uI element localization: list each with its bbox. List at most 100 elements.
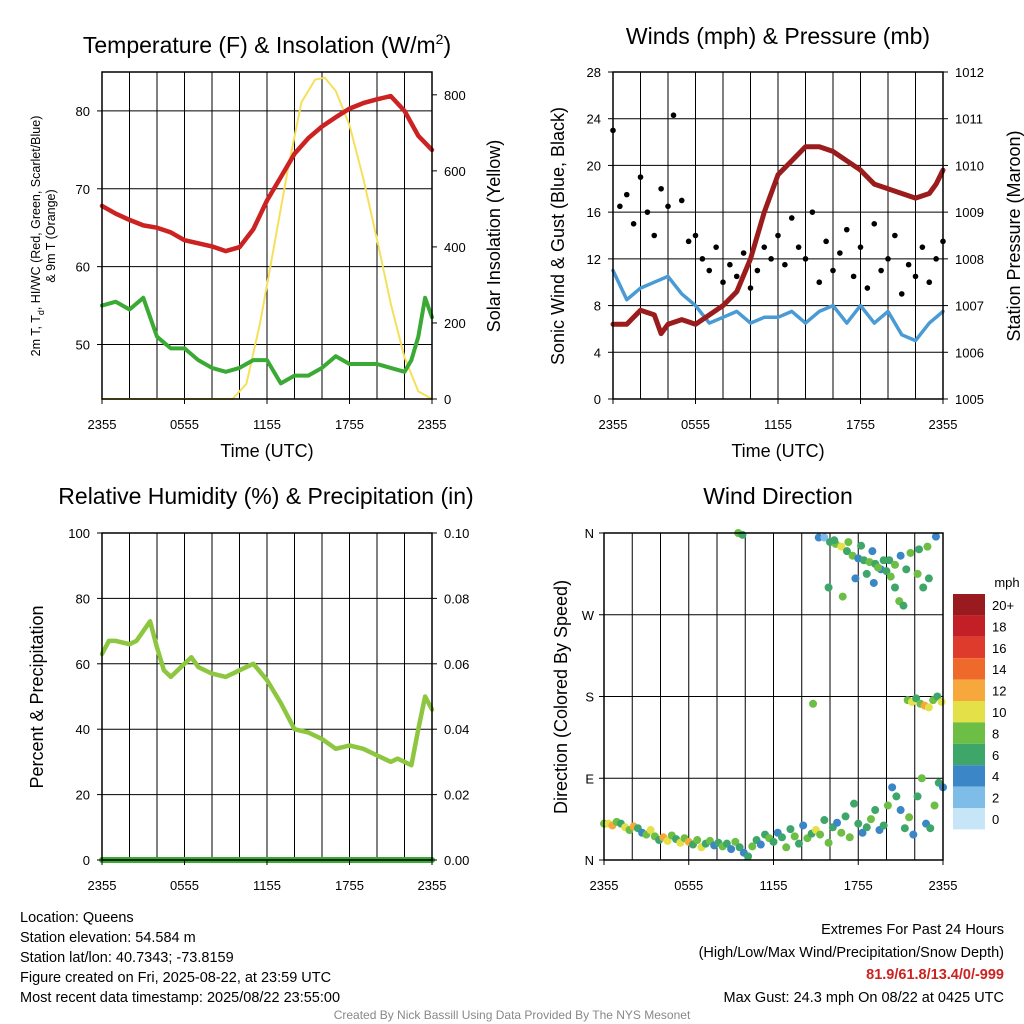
- direction-point: [816, 830, 825, 839]
- direction-point: [930, 801, 939, 810]
- gust-point: [926, 279, 933, 286]
- direction-point: [854, 819, 863, 828]
- direction-point: [850, 799, 859, 808]
- direction-point: [820, 816, 829, 825]
- direction-point: [858, 828, 867, 837]
- legend-swatch: [953, 743, 985, 766]
- temp-xtick-label: 1755: [335, 417, 364, 432]
- gust-point: [665, 203, 671, 210]
- gust-point: [912, 273, 919, 280]
- gust-point: [692, 232, 699, 239]
- direction-point: [790, 832, 799, 841]
- dir-ticks: 2355 0555 1155 1755 2355 N E S W N: [582, 526, 958, 893]
- gust-point: [637, 174, 644, 180]
- gust-point: [733, 273, 740, 280]
- temp-title: Temperature (F) & Insolation (W/m2): [83, 31, 451, 58]
- gust-point: [658, 185, 664, 192]
- wind-ytick-label: 8: [594, 299, 601, 314]
- legend-label: 10: [992, 705, 1006, 720]
- direction-point: [794, 839, 803, 848]
- temp-y2tick-label: 800: [444, 88, 466, 103]
- legend-label: 8: [992, 726, 999, 741]
- temp-panel: Temperature (F) & Insolation (W/m2) 2355…: [29, 31, 504, 461]
- direction-point: [924, 703, 933, 712]
- rh-ytick-label: 80: [76, 591, 90, 606]
- direction-point: [933, 692, 942, 701]
- wind-y2tick-label: 1009: [955, 205, 984, 220]
- direction-point: [841, 812, 850, 821]
- legend-swatch: [953, 594, 985, 616]
- direction-point: [923, 542, 932, 551]
- dir-xtick-label: 2355: [929, 878, 958, 893]
- dewpoint-line: [100, 295, 434, 386]
- gust-point: [678, 197, 685, 204]
- direction-point: [924, 574, 933, 583]
- direction-point: [890, 583, 899, 592]
- dir-ytick-label: S: [585, 690, 594, 705]
- direction-point: [769, 837, 778, 846]
- direction-point: [748, 842, 757, 851]
- legend-swatch: [953, 722, 985, 744]
- direction-point: [937, 697, 946, 706]
- rh-ytick-label: 60: [76, 657, 90, 672]
- gust-point: [809, 209, 816, 215]
- temp-ytick-label: 80: [76, 104, 90, 119]
- wind-ytick-label: 0: [594, 392, 601, 407]
- gust-point: [617, 203, 623, 210]
- wind-xtick-label: 2355: [929, 417, 958, 432]
- legend-label: 0: [992, 812, 999, 827]
- direction-point: [869, 578, 878, 587]
- legend-label: 12: [992, 684, 1006, 699]
- rh-y2tick-label: 0.08: [444, 591, 469, 606]
- gust-point: [713, 244, 719, 250]
- temp-ylabel: 2m T, Td, HI/WC (Red, Green, Scarlet/Blu…: [29, 116, 58, 357]
- gust-point: [754, 267, 761, 274]
- gust-point: [699, 256, 706, 262]
- dir-title: Wind Direction: [703, 483, 853, 509]
- direction-point: [845, 833, 854, 842]
- dir-ytick-label: N: [585, 526, 594, 541]
- gust-point: [933, 256, 939, 262]
- dir-xtick-label: 0555: [674, 878, 703, 893]
- rh-xtick-label: 0555: [170, 878, 199, 893]
- info-created: Figure created on Fri, 2025-08-22, at 23…: [20, 970, 331, 986]
- rh-panel: Relative Humidity (%) & Precipitation (i…: [27, 483, 474, 893]
- gust-point: [850, 273, 857, 280]
- direction-point: [842, 547, 851, 556]
- direction-point: [879, 556, 888, 565]
- legend-swatch: [953, 786, 985, 808]
- temp-xlabel: Time (UTC): [220, 441, 313, 461]
- gust-point: [670, 112, 677, 119]
- gust-point: [885, 256, 891, 262]
- gust-point: [830, 267, 836, 274]
- rh-y2tick-label: 0.00: [444, 853, 469, 868]
- dir-grid: [604, 533, 943, 860]
- rh-xtick-label: 2355: [418, 878, 447, 893]
- extremes-subtitle: (High/Low/Max Wind/Precipitation/Snow De…: [699, 945, 1004, 961]
- dir-series: [600, 529, 947, 861]
- max-gust: Max Gust: 24.3 mph On 08/22 at 0425 UTC: [724, 990, 1004, 1006]
- info-elevation: Station elevation: 54.584 m: [20, 930, 196, 946]
- rh-xtick-label: 1755: [335, 878, 364, 893]
- direction-point: [830, 536, 839, 545]
- temp-xtick-label: 1155: [253, 417, 281, 432]
- wind-y2tick-label: 1012: [955, 65, 984, 80]
- temp-xtick-label: 0555: [170, 417, 199, 432]
- sonic-wind-line: [611, 268, 945, 343]
- legend-swatch: [953, 615, 985, 637]
- direction-point: [917, 774, 926, 783]
- gust-point: [720, 279, 726, 286]
- wind-y2label: Station Pressure (Maroon): [1004, 130, 1024, 341]
- direction-point: [900, 824, 909, 833]
- direction-point: [896, 806, 905, 815]
- wind-ytick-label: 4: [594, 345, 601, 360]
- extremes-info: Extremes For Past 24 Hours (High/Low/Max…: [699, 922, 1004, 1006]
- direction-point: [886, 572, 895, 581]
- direction-point: [837, 542, 846, 551]
- direction-point: [833, 818, 842, 827]
- dir-ytick-label: N: [585, 853, 594, 868]
- speed-legend: 20+ 18 16 14 12 10 8 6 4 2 0: [953, 594, 1014, 830]
- wind-y2tick-label: 1007: [955, 299, 984, 314]
- gust-point: [816, 279, 823, 286]
- wind-title: Winds (mph) & Pressure (mb): [626, 23, 930, 49]
